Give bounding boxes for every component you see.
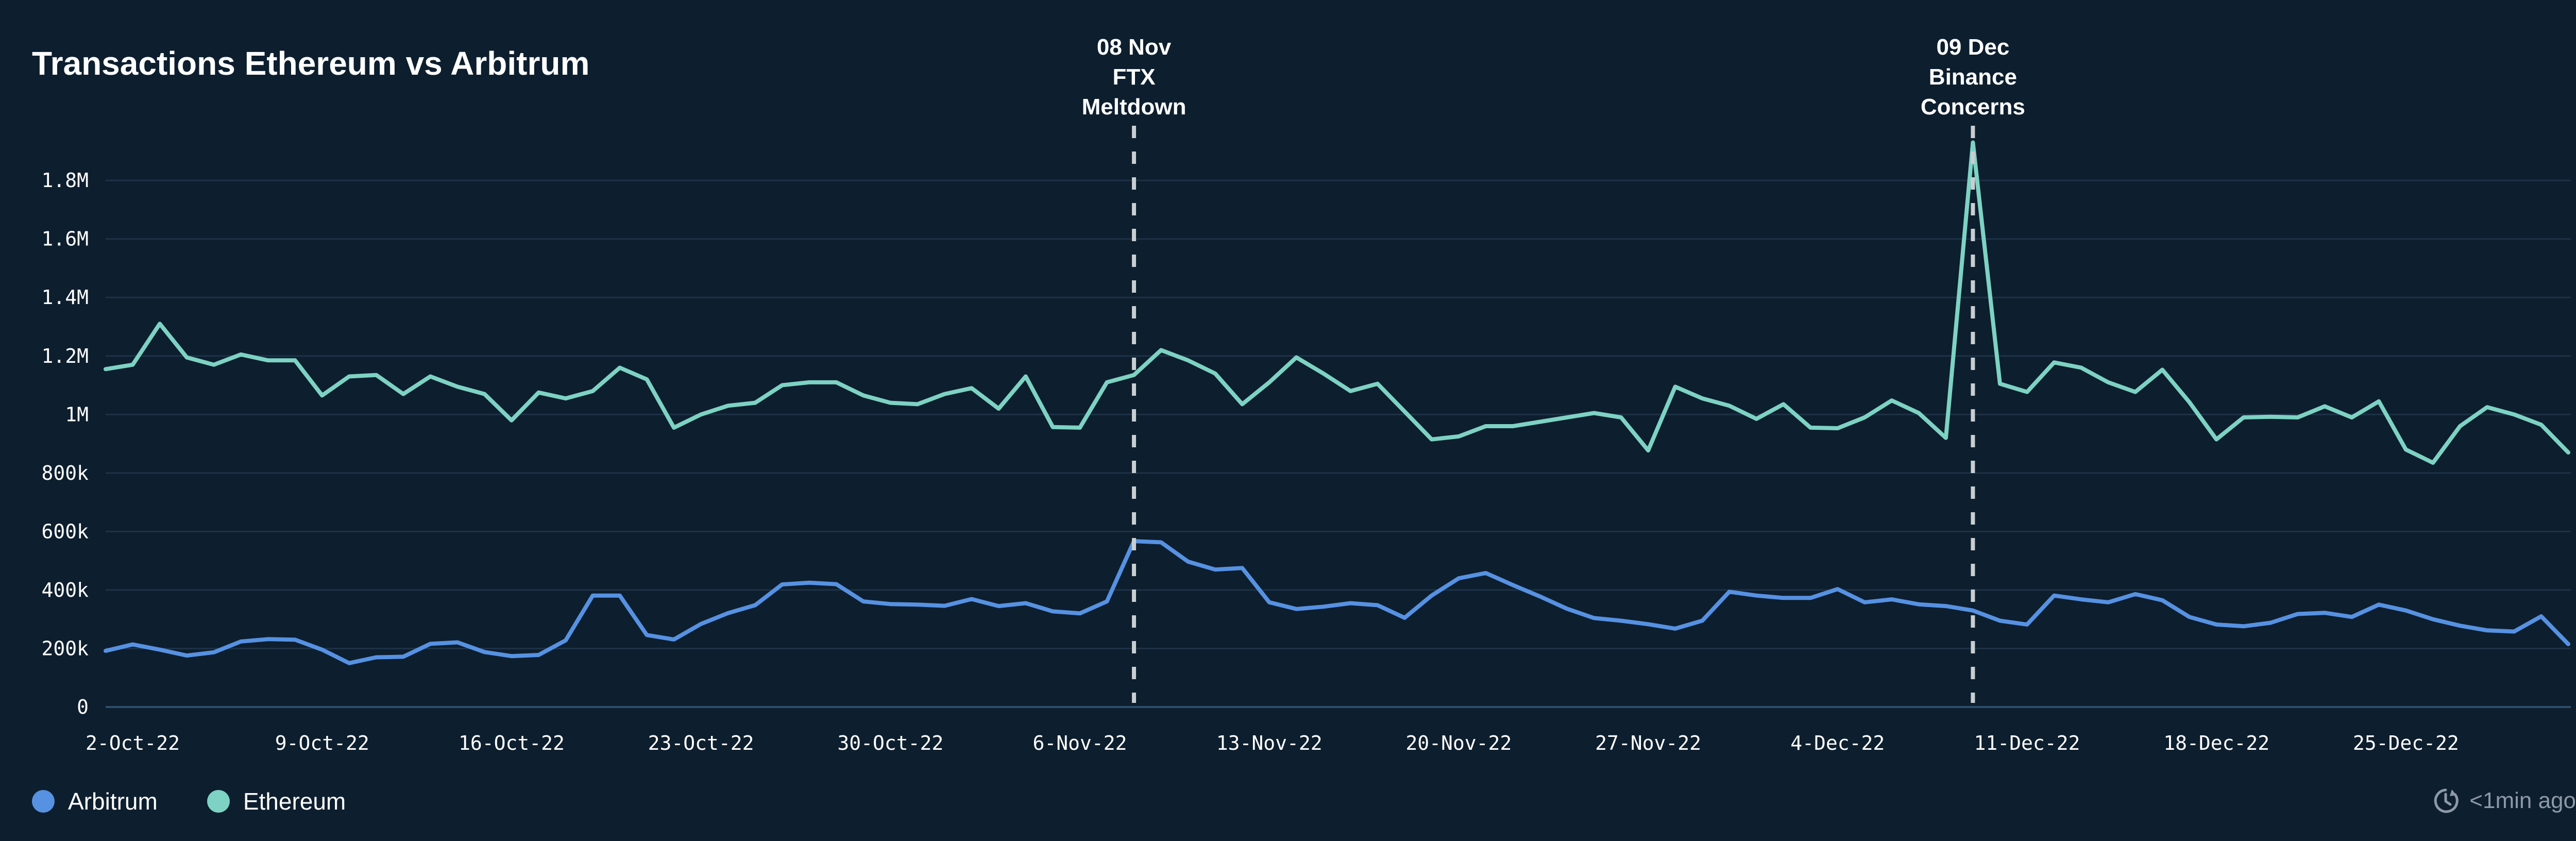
legend-label-ethereum: Ethereum: [243, 788, 346, 815]
svg-text:9-Oct-22: 9-Oct-22: [275, 732, 369, 754]
annotation-ftx-meltdown: 08 Nov FTX Meltdown: [1082, 35, 1187, 703]
svg-text:Concerns: Concerns: [1921, 94, 2025, 120]
svg-text:400k: 400k: [41, 579, 89, 601]
annotation-binance-concerns: 09 Dec Binance Concerns: [1921, 35, 2025, 703]
x-axis-labels: 2-Oct-22 9-Oct-22 16-Oct-22 23-Oct-22 30-Oct…: [86, 732, 2459, 754]
svg-text:16-Oct-22: 16-Oct-22: [459, 732, 565, 754]
svg-text:600k: 600k: [41, 520, 89, 543]
svg-text:11-Dec-22: 11-Dec-22: [1974, 732, 2080, 754]
svg-text:1.8M: 1.8M: [41, 169, 89, 192]
svg-text:1.4M: 1.4M: [41, 286, 89, 309]
y-axis-labels: 0 200k 400k 600k 800k 1M 1.2M 1.4M 1.6M 1.8M: [41, 169, 89, 718]
svg-text:200k: 200k: [41, 637, 89, 660]
svg-text:09 Dec: 09 Dec: [1936, 35, 2009, 60]
svg-text:FTX: FTX: [1112, 64, 1155, 90]
svg-text:18-Dec-22: 18-Dec-22: [2163, 732, 2269, 754]
svg-text:20-Nov-22: 20-Nov-22: [1405, 732, 1512, 754]
svg-text:6-Nov-22: 6-Nov-22: [1032, 732, 1127, 754]
svg-text:1.6M: 1.6M: [41, 228, 89, 250]
svg-text:23-Oct-22: 23-Oct-22: [648, 732, 754, 754]
svg-text:25-Dec-22: 25-Dec-22: [2353, 732, 2459, 754]
arbitrum-dot-icon: [32, 790, 55, 813]
legend-label-arbitrum: Arbitrum: [68, 788, 158, 815]
svg-text:Meltdown: Meltdown: [1082, 94, 1187, 120]
svg-text:1.2M: 1.2M: [41, 345, 89, 367]
svg-text:30-Oct-22: 30-Oct-22: [837, 732, 943, 754]
legend-item-ethereum[interactable]: Ethereum: [207, 787, 346, 815]
legend-item-arbitrum[interactable]: Arbitrum: [32, 787, 158, 815]
svg-text:13-Nov-22: 13-Nov-22: [1216, 732, 1323, 754]
svg-text:1M: 1M: [65, 403, 89, 426]
svg-text:4-Dec-22: 4-Dec-22: [1790, 732, 1885, 754]
svg-text:2-Oct-22: 2-Oct-22: [86, 732, 180, 754]
svg-text:800k: 800k: [41, 462, 89, 484]
series-line-ethereum[interactable]: [104, 140, 2570, 465]
last-updated-status: <1min ago: [2432, 787, 2576, 814]
y-gridlines: [106, 179, 2571, 649]
page-title: Transactions Ethereum vs Arbitrum: [32, 45, 590, 82]
series-line-arbitrum[interactable]: [104, 539, 2570, 665]
ethereum-dot-icon: [207, 790, 230, 813]
svg-text:0: 0: [77, 696, 89, 718]
chart-legend: Arbitrum Ethereum: [32, 787, 346, 815]
last-updated-text: <1min ago: [2469, 788, 2576, 813]
svg-text:27-Nov-22: 27-Nov-22: [1595, 732, 1701, 754]
svg-text:Binance: Binance: [1929, 64, 2017, 90]
clock-refresh-icon[interactable]: [2432, 787, 2459, 814]
svg-text:08 Nov: 08 Nov: [1097, 35, 1172, 60]
